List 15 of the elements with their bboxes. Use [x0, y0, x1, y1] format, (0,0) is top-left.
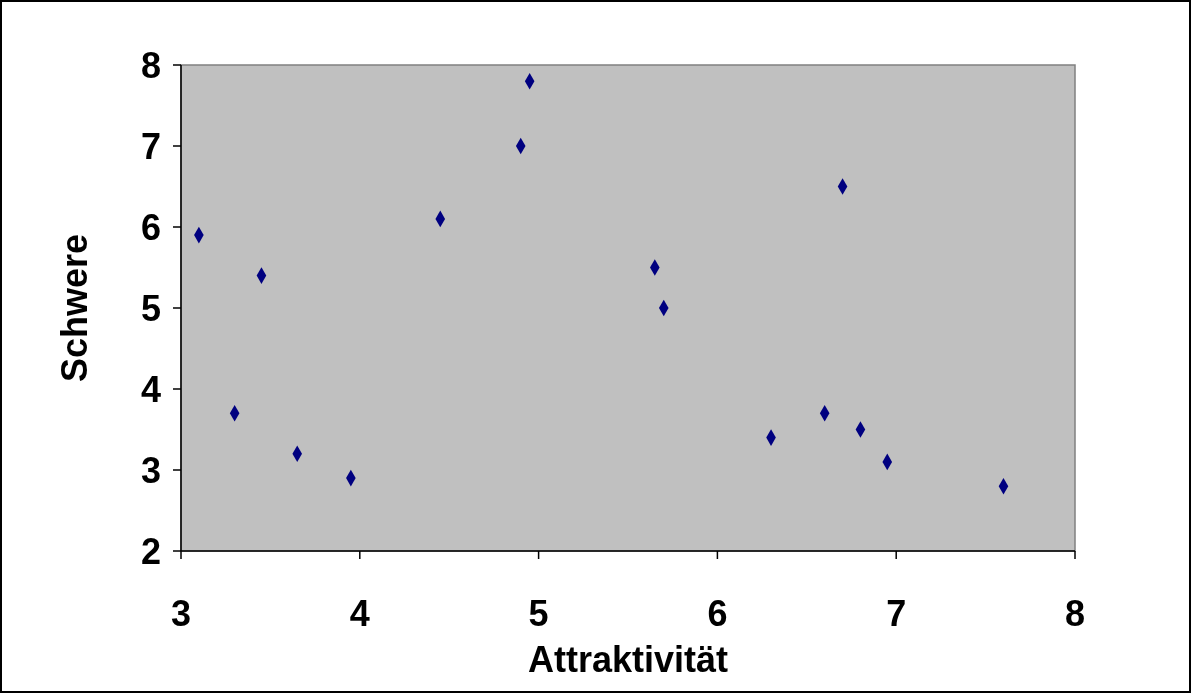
y-tick-label: 6 — [140, 206, 161, 248]
x-tick-label: 5 — [528, 593, 549, 634]
x-axis-title: Attraktivität — [527, 639, 729, 680]
y-tick-label: 3 — [140, 449, 161, 491]
y-axis-title: Schwere — [54, 233, 95, 383]
y-tick-label: 5 — [140, 287, 161, 329]
y-tick-label: 2 — [140, 530, 161, 572]
y-tick-label: 4 — [140, 368, 161, 410]
x-tick-label: 6 — [707, 593, 728, 634]
y-tick-label: 8 — [140, 44, 161, 86]
x-tick-label: 3 — [170, 593, 192, 634]
x-tick-label: 7 — [886, 593, 907, 634]
y-tick-label: 7 — [140, 125, 161, 167]
x-tick-label: 8 — [1064, 593, 1086, 634]
x-tick-label: 4 — [349, 593, 370, 634]
